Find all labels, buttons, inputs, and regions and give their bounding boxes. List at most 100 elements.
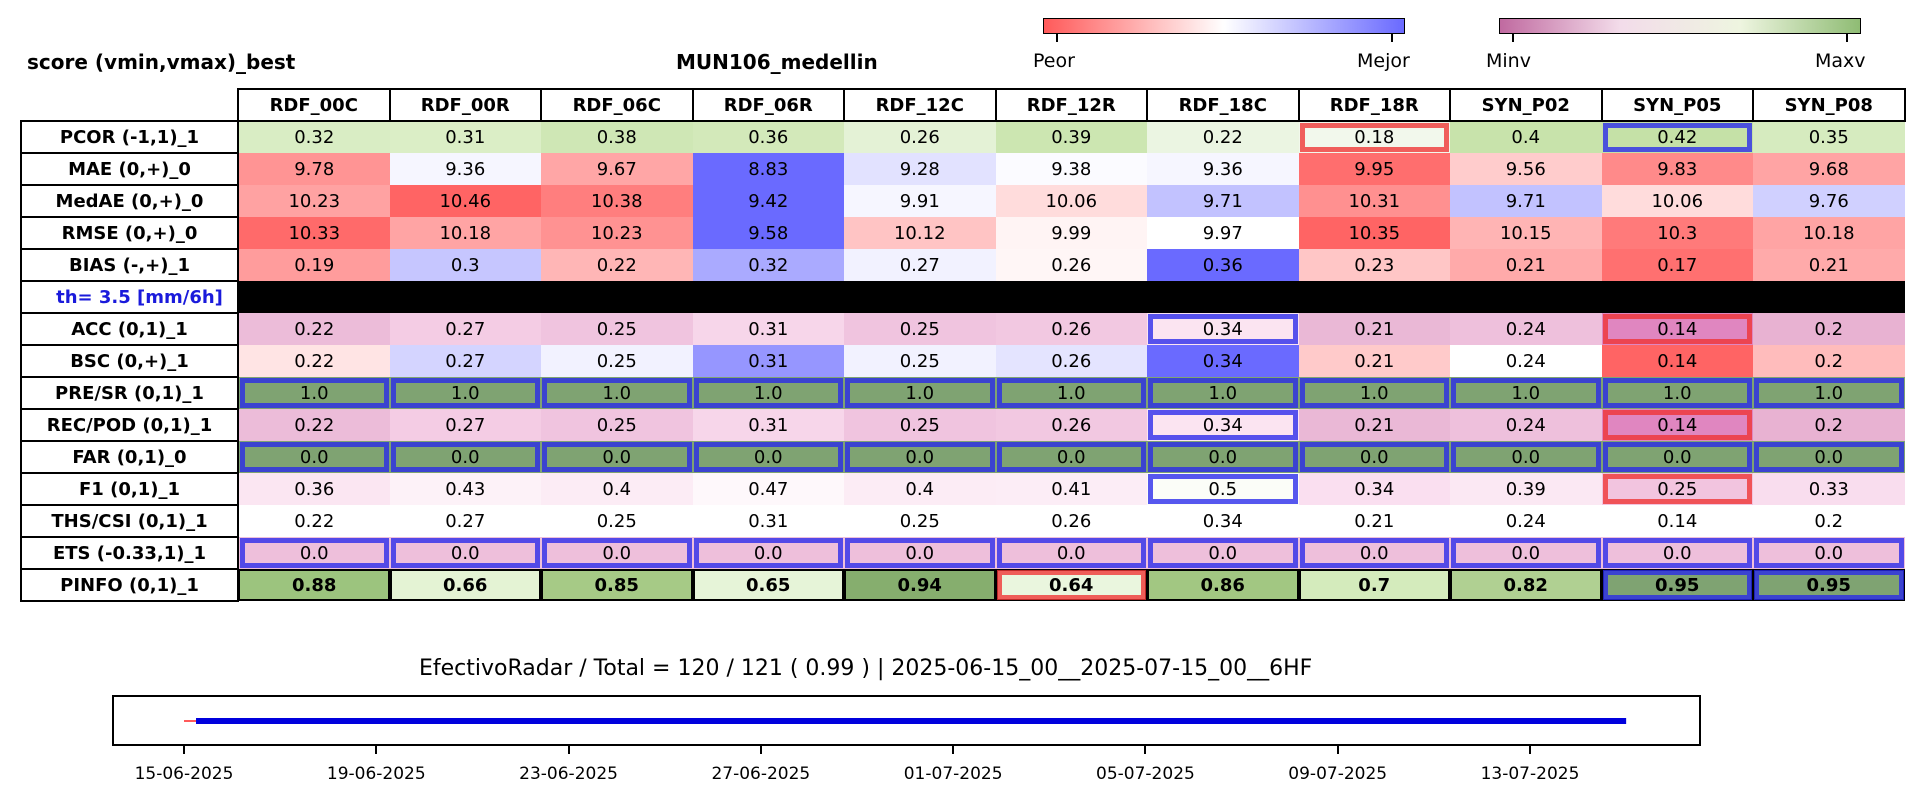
heatmap-cell: 0.22 xyxy=(541,249,693,281)
threshold-label: th= 3.5 [mm/6h] xyxy=(20,280,239,314)
cell-value: 9.99 xyxy=(1051,222,1092,244)
cell-value: 0.14 xyxy=(1657,414,1698,436)
heatmap-cell: 0.41 xyxy=(995,473,1147,505)
column-header-rdf-00c: RDF_00C xyxy=(237,88,391,122)
cell-value: 0.27 xyxy=(445,318,486,340)
cell-value: 0.0 xyxy=(1359,542,1389,564)
heatmap-cell: 0.0 xyxy=(995,537,1147,569)
threshold-separator xyxy=(238,281,1905,313)
score-colorbar-high-label: Mejor xyxy=(1357,50,1410,72)
heatmap-cell: 0.43 xyxy=(389,473,541,505)
heatmap-cell: 0.0 xyxy=(1450,441,1602,473)
corner-cell xyxy=(21,89,238,121)
timeline-tick-mark xyxy=(375,746,378,754)
cell-value: 0.23 xyxy=(1354,254,1395,276)
cell-value: 0.4 xyxy=(1511,127,1541,148)
column-header-syn-p08: SYN_P08 xyxy=(1752,88,1906,122)
heatmap-cell: 10.23 xyxy=(541,217,693,249)
cell-value: 0.0 xyxy=(450,446,480,468)
cell-value: 0.95 xyxy=(1655,574,1700,596)
cell-value: 9.97 xyxy=(1202,222,1243,244)
timeline-tick-label: 01-07-2025 xyxy=(903,764,1003,784)
heatmap-cell: 0.0 xyxy=(692,537,844,569)
heatmap-cell: 0.31 xyxy=(692,505,844,537)
cell-value: 9.76 xyxy=(1808,190,1849,212)
heatmap-cell: 0.7 xyxy=(1298,569,1450,601)
heatmap-cell: 0.0 xyxy=(238,537,390,569)
cell-value: 0.26 xyxy=(1051,254,1092,276)
cell-value: 0.86 xyxy=(1200,574,1245,596)
heatmap-cell: 9.91 xyxy=(844,185,996,217)
cell-value: 10.18 xyxy=(439,222,492,244)
cell-value: 0.34 xyxy=(1202,350,1243,372)
heatmap-cell: 0.86 xyxy=(1147,569,1299,601)
cell-value: 0.43 xyxy=(445,478,486,500)
heatmap-cell: 0.0 xyxy=(541,441,693,473)
column-header-syn-p02: SYN_P02 xyxy=(1449,88,1603,122)
cell-value: 0.22 xyxy=(294,414,335,436)
heatmap-cell: 9.67 xyxy=(541,153,693,185)
heatmap-cell: 0.21 xyxy=(1450,249,1602,281)
cell-value: 1.0 xyxy=(1511,382,1541,404)
heatmap-cell: 0.64 xyxy=(995,569,1147,601)
heatmap-cell: 0.14 xyxy=(1601,409,1753,441)
cell-value: 0.34 xyxy=(1354,478,1395,500)
cell-value: 0.36 xyxy=(294,478,335,500)
cell-value: 1.0 xyxy=(299,382,329,404)
table-row: FAR (0,1)_0 0.0 0.0 0.0 0.0 0.0 0.0 0.0 0.0 0.0 0.… xyxy=(20,440,1905,474)
timeline-axes xyxy=(112,695,1701,746)
column-header-rdf-06c: RDF_06C xyxy=(540,88,694,122)
score-colorbar-tick-low xyxy=(1056,34,1058,42)
heatmap-cell: 0.22 xyxy=(238,345,390,377)
cell-value: 1.0 xyxy=(753,382,783,404)
row-label: F1 (0,1)_1 xyxy=(20,472,239,506)
heatmap-cell: 0.0 xyxy=(995,441,1147,473)
cell-value: 0.0 xyxy=(1056,446,1086,468)
heatmap-cell: 0.34 xyxy=(1147,409,1299,441)
heatmap-cell: 0.22 xyxy=(238,409,390,441)
column-header-row: RDF_00C RDF_00R RDF_06C RDF_06R RDF_12C RDF_1… xyxy=(21,88,1906,122)
heatmap-cell: 0.32 xyxy=(692,249,844,281)
heatmap-cell: 1.0 xyxy=(995,377,1147,409)
heatmap-cell: 0.18 xyxy=(1298,121,1450,153)
heatmap-cell: 8.83 xyxy=(692,153,844,185)
cell-value: 0.21 xyxy=(1505,254,1546,276)
heatmap-cell: 0.34 xyxy=(1147,313,1299,345)
row-label: REC/POD (0,1)_1 xyxy=(20,408,239,442)
heatmap-cell: 0.0 xyxy=(692,441,844,473)
heatmap-cell: 0.22 xyxy=(1147,121,1299,153)
cell-value: 0.0 xyxy=(1208,542,1238,564)
heatmap-cell: 0.88 xyxy=(238,569,390,601)
cell-value: 9.28 xyxy=(899,158,940,180)
heatmap-cell: 9.58 xyxy=(692,217,844,249)
table-row: BSC (0,+)_1 0.22 0.27 0.25 0.31 0.25 0.26 0.34 0… xyxy=(20,344,1905,378)
table-row: ACC (0,1)_1 0.22 0.27 0.25 0.31 0.25 0.26 0.34 0… xyxy=(20,312,1905,346)
heatmap-cell: 0.95 xyxy=(1753,569,1905,601)
heatmap-cell: 10.18 xyxy=(1753,217,1905,249)
heatmap-cell: 0.0 xyxy=(1753,441,1905,473)
range-colorbar-tick-high xyxy=(1846,34,1848,42)
cell-value: 0.0 xyxy=(1511,446,1541,468)
cell-value: 0.26 xyxy=(1051,510,1092,532)
timeline-tick-mark xyxy=(1336,746,1339,754)
heatmap-cell: 0.23 xyxy=(1298,249,1450,281)
heatmap-cell: 0.26 xyxy=(995,313,1147,345)
cell-value: 0.21 xyxy=(1354,318,1395,340)
heatmap-cell: 0.24 xyxy=(1450,345,1602,377)
heatmap-cell: 10.18 xyxy=(389,217,541,249)
threshold-row: th= 3.5 [mm/6h] xyxy=(20,280,1905,314)
cell-value: 0.31 xyxy=(748,414,789,436)
heatmap-cell: 1.0 xyxy=(1147,377,1299,409)
timeline-tick-label: 27-06-2025 xyxy=(711,764,811,784)
row-label: FAR (0,1)_0 xyxy=(20,440,239,474)
cell-value: 0.22 xyxy=(596,254,637,276)
cell-value: 0.31 xyxy=(748,318,789,340)
heatmap-cell: 0.34 xyxy=(1298,473,1450,505)
heatmap-cell: 10.06 xyxy=(995,185,1147,217)
heatmap-cell: 0.0 xyxy=(1601,441,1753,473)
heatmap-cell: 0.27 xyxy=(389,409,541,441)
heatmap-cell: 0.21 xyxy=(1298,313,1450,345)
heatmap-cell: 0.0 xyxy=(844,537,996,569)
heatmap-cell: 0.38 xyxy=(541,121,693,153)
heatmap-cell: 0.27 xyxy=(389,505,541,537)
